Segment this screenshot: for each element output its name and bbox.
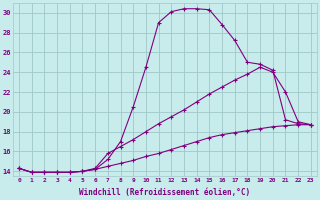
X-axis label: Windchill (Refroidissement éolien,°C): Windchill (Refroidissement éolien,°C) [79, 188, 251, 197]
